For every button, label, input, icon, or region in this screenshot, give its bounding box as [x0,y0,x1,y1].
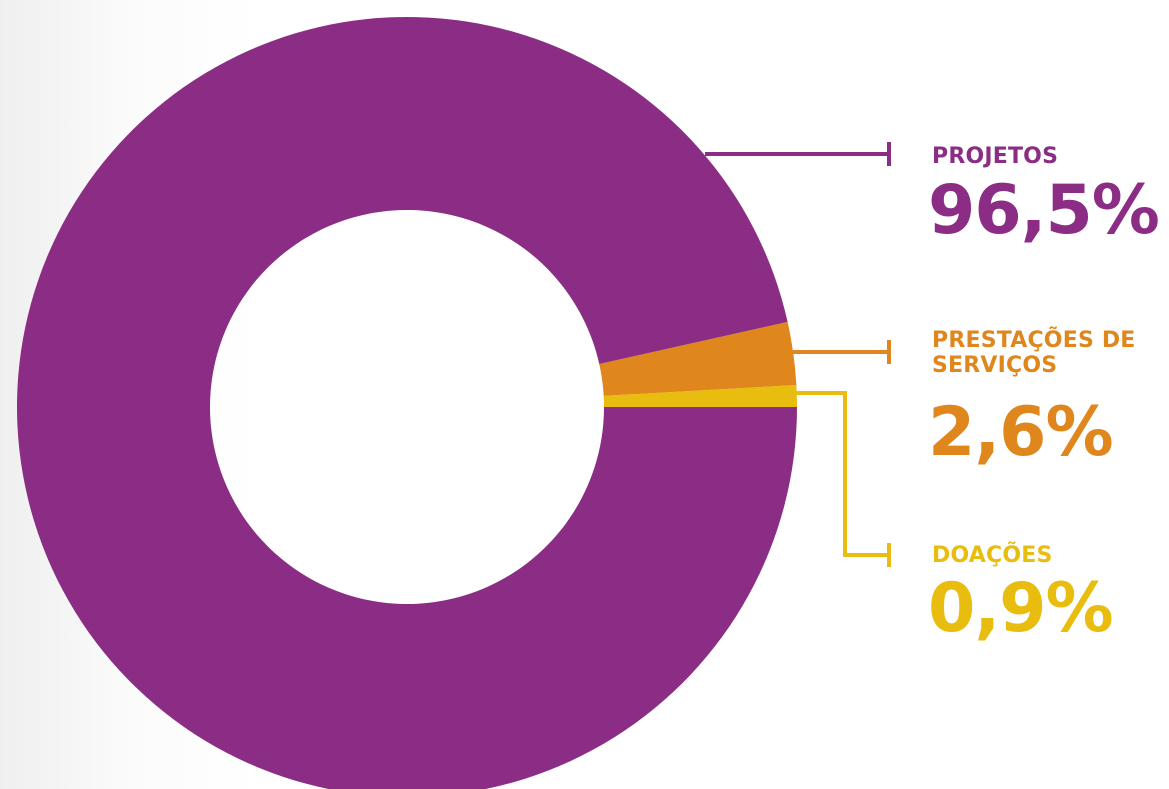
legend-label-doacoes: DOAÇÕES [932,543,1053,568]
legend-label-projetos: PROJETOS [932,144,1059,169]
slice-doacoes [603,384,797,407]
legend-value-doacoes: 0,9% [928,569,1114,648]
slice-prestacoes-de-servicos [599,321,797,396]
legend-label-prestacoes-de-servicos: PRESTAÇÕES DE SERVIÇOS [932,328,1136,378]
legend-value-projetos: 96,5% [928,171,1160,250]
legend-value-prestacoes-de-servicos: 2,6% [928,393,1114,472]
leader-line-doacoes [733,391,890,557]
slice-projetos [17,17,797,789]
